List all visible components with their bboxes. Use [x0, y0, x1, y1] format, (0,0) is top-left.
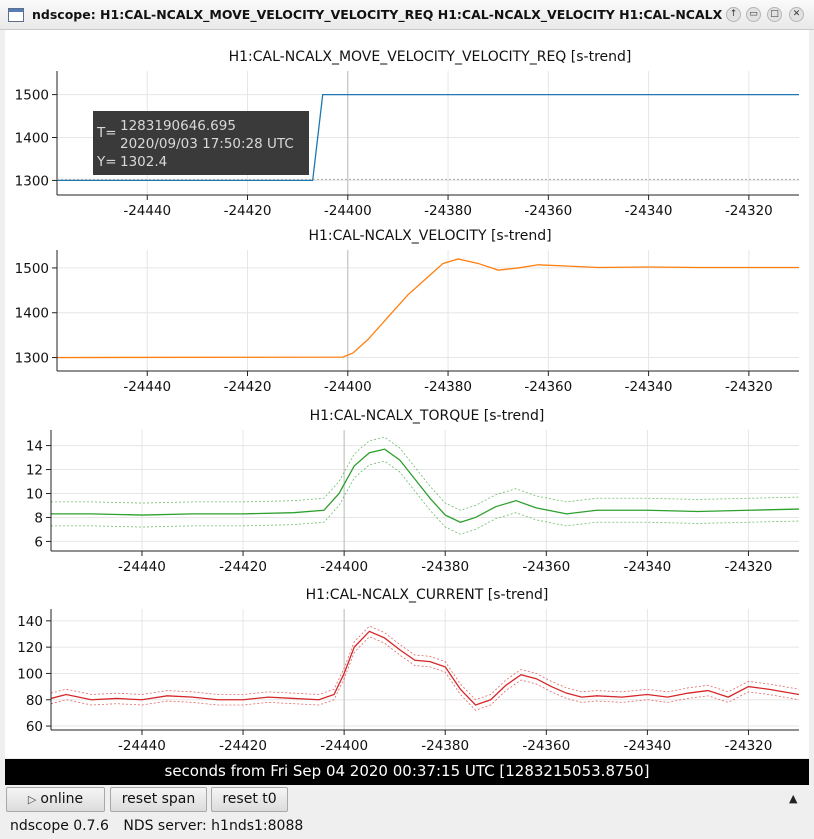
x-tick-label: -24340	[625, 379, 673, 395]
online-label: online	[40, 791, 84, 807]
version-label: ndscope 0.7.6	[10, 818, 109, 834]
tooltip-y-value: 1302.4	[120, 154, 167, 170]
reset-span-button[interactable]: reset span	[110, 787, 207, 812]
tooltip-y-label: Y=	[96, 154, 117, 170]
y-tick-label: 14	[26, 439, 43, 455]
y-tick-label: 80	[26, 693, 43, 709]
x-tick-label: -24380	[421, 738, 469, 754]
app-window-icon	[8, 8, 24, 22]
x-tick-label: -24400	[324, 203, 372, 219]
x-tick-label: -24400	[320, 738, 368, 754]
maximize-button[interactable]: □	[767, 7, 782, 22]
series-line	[57, 93, 799, 182]
x-tick-label: -24400	[320, 559, 368, 575]
time-axis-status: seconds from Fri Sep 04 2020 00:37:15 UT…	[5, 759, 809, 785]
x-tick-label: -24320	[725, 559, 773, 575]
x-tick-label: -24340	[623, 738, 671, 754]
plots-canvas[interactable]: H1:CAL-NCALX_MOVE_VELOCITY_VELOCITY_REQ …	[5, 30, 809, 758]
cursor-tooltip: T= 1283190646.695 2020/09/03 17:50:28 UTCY…	[93, 111, 309, 175]
tooltip-t-label: T=	[96, 125, 117, 141]
y-tick-label: 120	[17, 640, 43, 656]
plot-2: H1:CAL-NCALX_VELOCITY [s-trend] -24440 -24…	[15, 228, 799, 395]
plot-title: H1:CAL-NCALX_TORQUE [s-trend]	[310, 408, 545, 424]
y-tick-label: 1500	[15, 261, 49, 277]
y-tick-label: 1500	[15, 88, 49, 104]
x-tick-label: -24440	[123, 379, 171, 395]
plot-title: H1:CAL-NCALX_VELOCITY [s-trend]	[308, 228, 551, 244]
x-tick-label: -24420	[224, 379, 272, 395]
x-tick-label: -24360	[522, 559, 570, 575]
y-tick-label: 8	[34, 510, 43, 526]
play-icon: ▷	[27, 793, 37, 806]
plot-title: H1:CAL-NCALX_MOVE_VELOCITY_VELOCITY_REQ …	[229, 49, 632, 65]
y-tick-label: 60	[26, 719, 43, 735]
plot-3: H1:CAL-NCALX_TORQUE [s-trend] -24440 -2442…	[26, 408, 800, 575]
tooltip-t-value: 1283190646.695	[120, 118, 236, 134]
x-tick-label: -24320	[725, 379, 773, 395]
x-tick-label: -24340	[625, 203, 673, 219]
online-button[interactable]: ▷ online	[6, 787, 105, 812]
x-tick-label: -24440	[123, 203, 171, 219]
x-tick-label: -24320	[725, 203, 773, 219]
max-trend-line	[50, 625, 800, 701]
x-tick-label: -24360	[522, 738, 570, 754]
plot-title: H1:CAL-NCALX_CURRENT [s-trend]	[306, 587, 549, 603]
series-line	[50, 630, 800, 706]
x-tick-label: -24380	[424, 203, 472, 219]
x-tick-label: -24340	[623, 559, 671, 575]
min-trend-line	[50, 636, 800, 711]
minimize-button[interactable]: ▭	[746, 7, 761, 22]
y-tick-label: 140	[17, 614, 43, 630]
y-tick-label: 12	[26, 463, 43, 479]
y-tick-label: 10	[26, 486, 43, 502]
plot-4: H1:CAL-NCALX_CURRENT [s-trend] -24440 -244…	[17, 587, 800, 754]
x-tick-label: -24380	[421, 559, 469, 575]
min-trend-line	[51, 460, 800, 535]
status-footer: ndscope 0.7.6 NDS server: h1nds1:8088	[0, 814, 814, 839]
y-tick-label: 100	[17, 666, 43, 682]
nds-server-label: NDS server: h1nds1:8088	[123, 818, 304, 834]
collapse-arrow-icon[interactable]: ▲	[789, 792, 798, 805]
title-bar: ndscope: H1:CAL-NCALX_MOVE_VELOCITY_VELO…	[0, 0, 814, 30]
tooltip-box	[93, 111, 309, 175]
close-button[interactable]: ✕	[789, 7, 804, 22]
x-tick-label: -24320	[725, 738, 773, 754]
x-tick-label: -24440	[118, 559, 166, 575]
y-tick-label: 1300	[15, 351, 49, 367]
reset-t0-button[interactable]: reset t0	[211, 787, 288, 812]
series-line	[56, 258, 799, 359]
series-line	[51, 448, 800, 523]
x-tick-label: -24420	[219, 738, 267, 754]
y-tick-label: 6	[34, 534, 43, 550]
y-tick-label: 1300	[15, 173, 49, 189]
keep-above-button[interactable]: ↑	[726, 7, 741, 22]
window-title: ndscope: H1:CAL-NCALX_MOVE_VELOCITY_VELO…	[32, 7, 722, 22]
x-tick-label: -24380	[424, 379, 472, 395]
plot-area: H1:CAL-NCALX_MOVE_VELOCITY_VELOCITY_REQ …	[5, 30, 809, 758]
x-tick-label: -24420	[219, 559, 267, 575]
x-tick-label: -24360	[524, 203, 572, 219]
x-tick-label: -24440	[118, 738, 166, 754]
y-tick-label: 1400	[15, 131, 49, 147]
max-trend-line	[51, 436, 800, 511]
x-tick-label: -24360	[524, 379, 572, 395]
y-tick-label: 1400	[15, 306, 49, 322]
x-tick-label: -24400	[324, 379, 372, 395]
plot-1: H1:CAL-NCALX_MOVE_VELOCITY_VELOCITY_REQ …	[15, 49, 799, 219]
tooltip-date: 2020/09/03 17:50:28 UTC	[120, 136, 294, 152]
x-tick-label: -24420	[224, 203, 272, 219]
